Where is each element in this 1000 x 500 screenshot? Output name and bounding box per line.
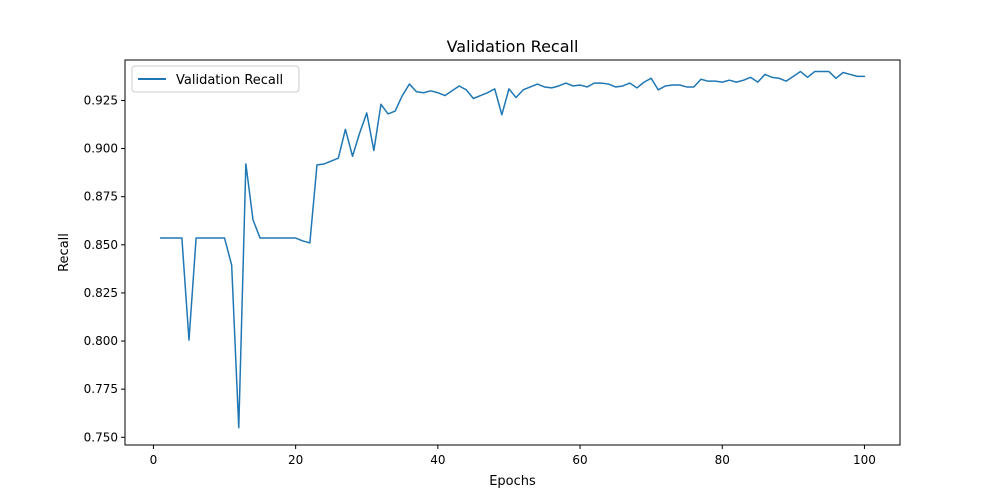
legend-box (131, 65, 300, 93)
x-tick-label: 20 (288, 453, 303, 467)
y-tick-label: 0.750 (84, 430, 118, 444)
legend: Validation Recall (131, 65, 300, 93)
x-axis-label: Epochs (489, 474, 536, 489)
y-tick-label: 0.825 (84, 286, 118, 300)
x-axis: 0 20 40 60 80 100 (150, 445, 876, 467)
y-tick-label: 0.800 (84, 334, 118, 348)
x-tick-label: 40 (430, 453, 445, 467)
plot-frame (124, 59, 901, 446)
x-tick-label: 0 (150, 453, 158, 467)
legend-label-validation-recall: Validation Recall (176, 73, 283, 88)
y-tick-label: 0.850 (84, 238, 118, 252)
chart-title: Validation Recall (447, 37, 579, 56)
plot-background (125, 60, 900, 445)
y-axis: 0.750 0.775 0.800 0.825 0.850 0.875 0.900 0.925 (84, 93, 125, 444)
series-line-0 (159, 70, 866, 429)
plot-area (124, 59, 901, 446)
y-axis-label: Recall (57, 233, 72, 272)
y-tick-label: 0.900 (84, 142, 118, 156)
y-tick-label: 0.925 (84, 93, 118, 107)
series-layer (159, 70, 866, 429)
x-tick-label: 100 (853, 453, 876, 467)
x-tick-label: 80 (715, 453, 730, 467)
y-tick-label: 0.875 (84, 190, 118, 204)
x-tick-label: 60 (572, 453, 587, 467)
y-tick-label: 0.775 (84, 382, 118, 396)
